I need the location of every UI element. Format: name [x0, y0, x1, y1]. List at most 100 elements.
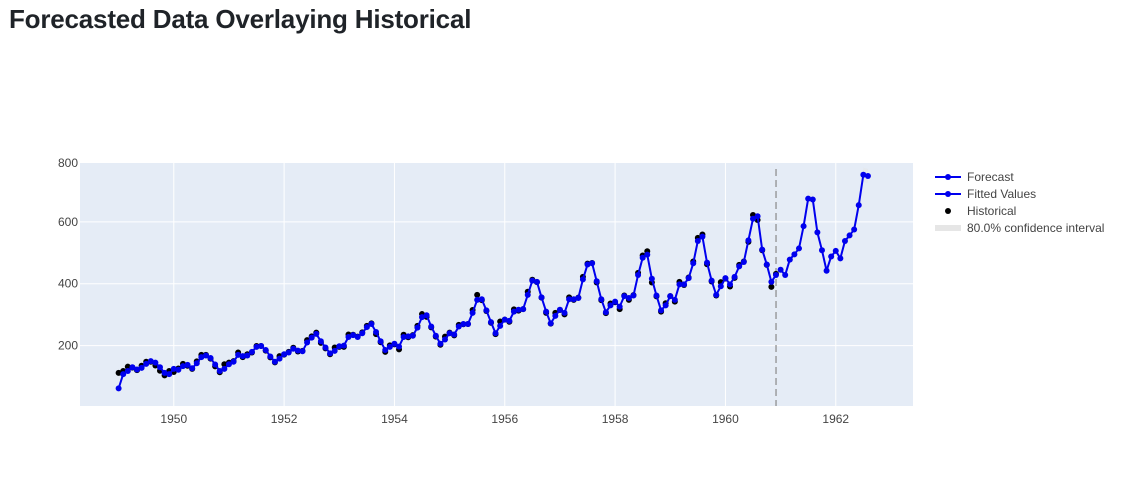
fitted-value-point	[533, 278, 540, 285]
x-tick-label: 1954	[381, 412, 408, 426]
fitted-value-point	[432, 332, 439, 339]
fitted-value-point	[478, 296, 485, 303]
fitted-value-point	[253, 343, 260, 350]
fitted-value-point	[207, 355, 214, 362]
fitted-value-point	[276, 355, 283, 362]
y-tick-label: 800	[58, 156, 78, 170]
fitted-value-point	[368, 320, 375, 327]
fitted-value-point	[547, 320, 554, 327]
fitted-value-point	[676, 281, 683, 288]
fitted-value-point	[749, 215, 756, 222]
fitted-value-point	[671, 296, 678, 303]
fitted-value-point	[419, 314, 426, 321]
y-tick-label: 600	[58, 215, 78, 229]
fitted-value-point	[244, 352, 251, 359]
fitted-value-point	[143, 360, 150, 367]
fitted-value-point	[267, 353, 274, 360]
fitted-value-point	[552, 312, 559, 319]
fitted-value-point	[455, 323, 462, 330]
fitted-value-point	[391, 340, 398, 347]
fitted-value-point	[331, 347, 338, 354]
legend-label: Historical	[967, 204, 1016, 218]
fitted-value-point	[198, 354, 205, 361]
fitted-value-point	[327, 350, 334, 357]
forecast-point	[823, 267, 830, 274]
fitted-value-point	[648, 275, 655, 282]
legend-marker-swatch	[945, 174, 951, 180]
plot-area	[80, 163, 913, 406]
fitted-value-point	[166, 371, 173, 378]
fitted-value-point	[170, 365, 177, 372]
forecast-point	[837, 255, 844, 262]
fitted-value-point	[271, 358, 278, 365]
legend-label: 80.0% confidence interval	[967, 221, 1104, 235]
fitted-value-point	[717, 283, 724, 290]
forecast-point	[818, 247, 825, 254]
fitted-value-point	[193, 360, 200, 367]
fitted-value-point	[179, 363, 186, 370]
fitted-value-point	[281, 351, 288, 358]
fitted-value-point	[589, 260, 596, 267]
fitted-value-point	[772, 272, 779, 279]
fitted-value-point	[556, 306, 563, 313]
fitted-value-point	[377, 338, 384, 345]
fitted-value-point	[405, 333, 412, 340]
forecast-point	[786, 256, 793, 263]
y-tick-label: 400	[58, 277, 78, 291]
fitted-value-point	[575, 294, 582, 301]
forecast-point	[795, 245, 802, 252]
fitted-value-point	[373, 329, 380, 336]
fitted-value-point	[754, 213, 761, 220]
fitted-value-point	[593, 278, 600, 285]
fitted-value-point	[386, 343, 393, 350]
fitted-value-point	[722, 275, 729, 282]
fitted-value-point	[423, 312, 430, 319]
x-tick-label: 1952	[271, 412, 298, 426]
legend: Forecast Fitted Values Historical 80.0% con…	[935, 170, 1104, 235]
fitted-value-point	[221, 365, 228, 372]
x-tick-label: 1956	[491, 412, 518, 426]
fitted-value-point	[492, 330, 499, 337]
fitted-value-point	[359, 330, 366, 337]
x-tick-label: 1958	[602, 412, 629, 426]
fitted-value-point	[350, 332, 357, 339]
fitted-value-point	[175, 366, 182, 373]
fitted-value-point	[189, 365, 196, 372]
legend-label: Forecast	[967, 170, 1014, 184]
fitted-value-point	[639, 254, 646, 261]
fitted-value-point	[616, 303, 623, 310]
fitted-value-point	[230, 358, 237, 365]
fitted-value-point	[294, 347, 301, 354]
fitted-value-point	[409, 332, 416, 339]
fitted-value-point	[345, 333, 352, 340]
fitted-value-point	[685, 275, 692, 282]
historical-point	[474, 291, 481, 298]
forecast-series	[777, 171, 871, 279]
fitted-value-point	[115, 385, 122, 392]
forecast-point	[814, 229, 821, 236]
fitted-value-point	[313, 330, 320, 337]
fitted-value-point	[239, 353, 246, 360]
fitted-value-point	[262, 346, 269, 353]
fitted-value-point	[129, 364, 136, 371]
fitted-value-point	[147, 358, 154, 365]
forecast-point	[846, 232, 853, 239]
fitted-value-point	[469, 309, 476, 316]
fitted-value-point	[630, 292, 637, 299]
fitted-value-point	[308, 334, 315, 341]
fitted-value-point	[184, 361, 191, 368]
fitted-value-point	[653, 292, 660, 299]
fitted-value-point	[667, 293, 674, 300]
fitted-value-point	[340, 342, 347, 349]
fitted-value-point	[285, 349, 292, 356]
forecast-point	[832, 247, 839, 254]
fitted-value-point	[662, 302, 669, 309]
fitted-value-point	[124, 368, 131, 375]
fitted-value-point	[598, 296, 605, 303]
forecast-point	[851, 226, 858, 233]
forecast-point	[864, 173, 871, 180]
fitted-value-point	[635, 272, 642, 279]
fitted-value-point	[612, 298, 619, 305]
fitted-value-point	[156, 364, 163, 371]
fitted-value-point	[336, 343, 343, 350]
